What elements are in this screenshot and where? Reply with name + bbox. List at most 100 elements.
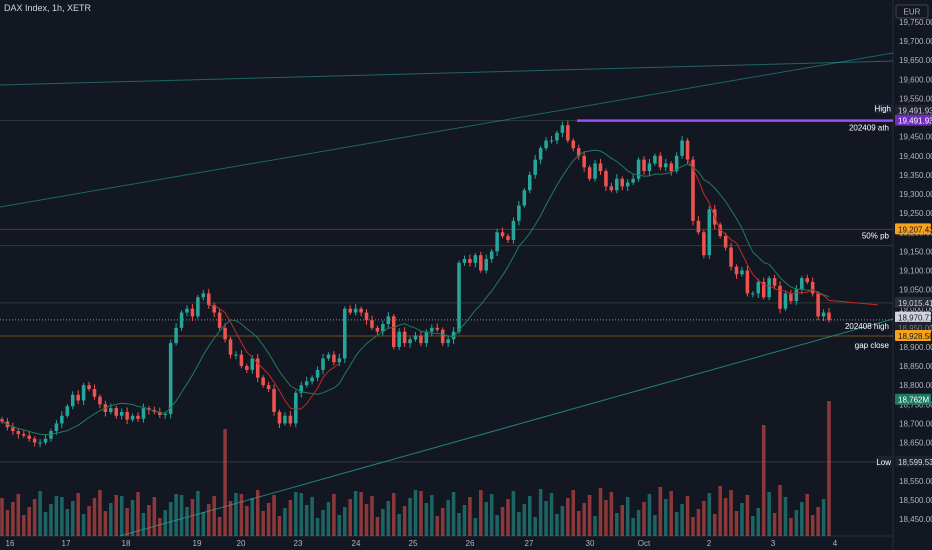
candle[interactable]: [130, 415, 135, 420]
candle[interactable]: [359, 308, 363, 313]
candle[interactable]: [593, 163, 597, 179]
candle[interactable]: [794, 289, 799, 302]
candle[interactable]: [223, 327, 227, 340]
candle[interactable]: [348, 308, 352, 313]
candle[interactable]: [283, 415, 287, 424]
candle[interactable]: [87, 385, 91, 390]
candle[interactable]: [272, 389, 276, 412]
candle[interactable]: [800, 278, 804, 290]
candle[interactable]: [65, 406, 70, 416]
candle[interactable]: [228, 339, 233, 355]
candle[interactable]: [680, 140, 684, 156]
candle[interactable]: [76, 394, 80, 401]
candle[interactable]: [261, 377, 265, 386]
candle[interactable]: [310, 377, 314, 382]
candle[interactable]: [315, 369, 320, 378]
trendline-support[interactable]: [119, 318, 894, 537]
candle[interactable]: [446, 339, 450, 344]
candle[interactable]: [658, 155, 663, 168]
candle[interactable]: [419, 335, 423, 344]
candle[interactable]: [718, 224, 722, 237]
candle[interactable]: [805, 278, 810, 282]
candle[interactable]: [669, 163, 673, 172]
candle[interactable]: [11, 427, 15, 432]
candle[interactable]: [0, 419, 4, 422]
candle[interactable]: [729, 247, 733, 267]
candle[interactable]: [397, 331, 401, 347]
candle[interactable]: [468, 259, 472, 263]
candle[interactable]: [451, 331, 456, 340]
candle[interactable]: [125, 411, 129, 420]
candle[interactable]: [92, 389, 97, 397]
candle[interactable]: [266, 385, 271, 390]
candle[interactable]: [136, 415, 140, 419]
candle[interactable]: [201, 293, 206, 298]
candle[interactable]: [49, 431, 53, 439]
candle[interactable]: [571, 140, 576, 149]
candle[interactable]: [653, 155, 657, 164]
candle[interactable]: [527, 174, 532, 191]
candle[interactable]: [185, 308, 189, 313]
candle[interactable]: [517, 205, 521, 221]
candle[interactable]: [702, 232, 706, 256]
candle[interactable]: [511, 220, 516, 240]
candle[interactable]: [756, 281, 761, 294]
candle[interactable]: [32, 438, 37, 443]
candle[interactable]: [745, 270, 750, 294]
candle[interactable]: [751, 293, 755, 295]
candle[interactable]: [402, 331, 407, 344]
candle[interactable]: [109, 408, 113, 412]
candle[interactable]: [604, 171, 608, 187]
candle[interactable]: [168, 343, 173, 414]
candle[interactable]: [27, 435, 31, 439]
candle[interactable]: [21, 434, 26, 436]
candle[interactable]: [239, 354, 244, 367]
candle[interactable]: [484, 259, 488, 271]
candle[interactable]: [212, 304, 216, 313]
candle[interactable]: [783, 293, 788, 309]
candle[interactable]: [821, 312, 826, 317]
candle[interactable]: [647, 163, 652, 172]
candle[interactable]: [332, 354, 336, 363]
candle[interactable]: [642, 159, 646, 172]
candle[interactable]: [174, 327, 178, 344]
candle[interactable]: [16, 431, 21, 435]
candle[interactable]: [691, 159, 695, 221]
candle[interactable]: [43, 438, 48, 443]
trendline-channel[interactable]: [0, 52, 894, 208]
candle[interactable]: [810, 281, 815, 294]
candle[interactable]: [234, 354, 238, 356]
candle[interactable]: [473, 255, 478, 263]
candle[interactable]: [255, 358, 260, 378]
candle[interactable]: [158, 411, 162, 416]
candle[interactable]: [119, 411, 124, 416]
candle[interactable]: [631, 178, 635, 183]
candle[interactable]: [435, 327, 440, 330]
candle[interactable]: [761, 281, 766, 298]
candle[interactable]: [250, 358, 255, 370]
candle[interactable]: [440, 329, 445, 344]
candle[interactable]: [413, 335, 418, 340]
candle[interactable]: [674, 155, 679, 172]
candle[interactable]: [343, 308, 347, 359]
candle[interactable]: [424, 331, 429, 344]
candle[interactable]: [778, 285, 782, 309]
candle[interactable]: [500, 232, 505, 237]
candle[interactable]: [696, 220, 701, 233]
candle[interactable]: [489, 251, 494, 260]
candle[interactable]: [457, 262, 461, 332]
candle[interactable]: [386, 316, 391, 325]
candle[interactable]: [827, 312, 831, 321]
candle[interactable]: [408, 339, 412, 344]
candle[interactable]: [326, 354, 331, 359]
candle[interactable]: [555, 132, 559, 141]
candle[interactable]: [685, 140, 690, 160]
candle[interactable]: [196, 297, 200, 317]
candle[interactable]: [245, 366, 249, 370]
candle[interactable]: [723, 236, 728, 248]
candle[interactable]: [370, 320, 374, 328]
candle[interactable]: [163, 413, 167, 416]
candle[interactable]: [98, 396, 102, 405]
candle[interactable]: [664, 163, 668, 168]
